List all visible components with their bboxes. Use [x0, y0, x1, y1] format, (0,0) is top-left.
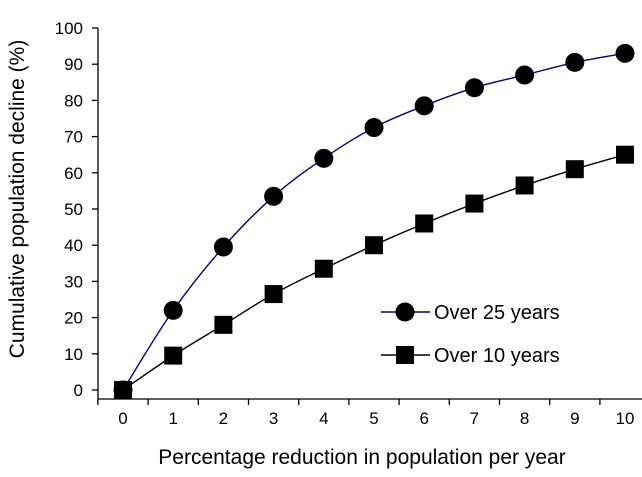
- data-point: [264, 285, 283, 304]
- series-layer: [113, 43, 635, 400]
- x-tick-label: 7: [470, 409, 479, 428]
- y-tick-label: 40: [64, 236, 83, 255]
- y-axis-title: Cumulative population decline (%): [6, 40, 29, 359]
- y-tick-label: 80: [64, 91, 83, 110]
- x-tick-label: 0: [118, 409, 127, 428]
- data-point: [465, 194, 484, 213]
- data-point: [565, 160, 584, 179]
- data-point: [214, 315, 233, 334]
- data-point: [616, 145, 634, 164]
- data-point: [414, 96, 434, 116]
- legend: Over 25 years Over 10 years: [381, 302, 560, 367]
- x-tick-label: 4: [319, 409, 328, 428]
- data-point: [114, 381, 132, 399]
- y-tick-label: 90: [64, 55, 83, 74]
- data-point: [565, 52, 585, 72]
- legend-label: Over 25 years: [434, 302, 560, 324]
- data-point: [515, 65, 535, 85]
- data-point: [415, 214, 434, 233]
- x-tick-label: 5: [369, 409, 378, 428]
- data-point: [464, 78, 484, 98]
- legend-item: Over 25 years: [381, 302, 560, 324]
- y-tick-label: 100: [55, 19, 83, 38]
- data-point: [163, 300, 183, 320]
- data-point: [615, 43, 635, 63]
- data-point: [515, 176, 534, 195]
- x-tick-label: 2: [219, 409, 228, 428]
- y-tick-label: 0: [74, 381, 83, 400]
- data-point: [314, 148, 334, 168]
- data-point: [164, 346, 183, 365]
- x-tick-label: 3: [269, 409, 278, 428]
- y-tick-label: 30: [64, 272, 83, 291]
- y-tick-label: 50: [64, 200, 83, 219]
- data-point: [213, 237, 233, 257]
- data-point: [364, 118, 384, 138]
- data-point: [314, 259, 333, 278]
- legend-label: Over 10 years: [434, 345, 560, 367]
- data-point: [264, 186, 284, 206]
- y-tick-label: 20: [64, 309, 83, 328]
- x-tick-label: 1: [168, 409, 177, 428]
- series-circle: [113, 43, 635, 400]
- x-tick-label: 6: [419, 409, 428, 428]
- x-axis-title: Percentage reduction in population per y…: [158, 446, 565, 469]
- axes: 0 10 20 30 40 50 60 70 80 90 100 0 1 2 3 4 5 6 7 8 9 10: [55, 19, 642, 428]
- y-tick-label: 60: [64, 164, 83, 183]
- data-point: [365, 236, 383, 255]
- x-tick-label: 10: [616, 409, 635, 428]
- y-tick-label: 10: [64, 345, 83, 364]
- legend-marker: [395, 302, 415, 322]
- x-tick-label: 9: [570, 409, 579, 428]
- y-tick-label: 70: [64, 128, 83, 147]
- legend-marker: [396, 346, 414, 364]
- x-tick-label: 8: [520, 409, 529, 428]
- series-square: [114, 145, 634, 399]
- legend-item: Over 10 years: [381, 345, 560, 367]
